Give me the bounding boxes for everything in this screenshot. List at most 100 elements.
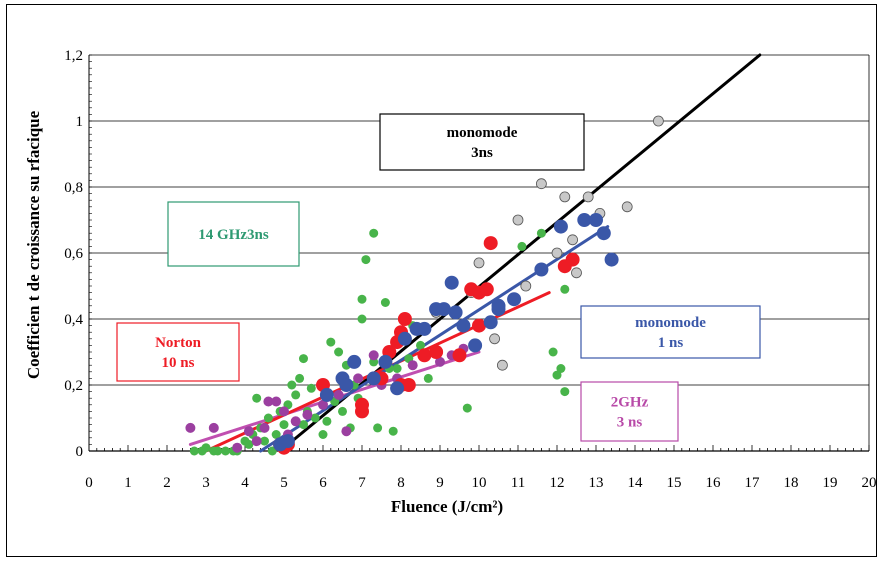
chart-frame: 0 0,2 0,4 0,6 0,8 1 1,2 0 1 2 3 4 5 6 7 8 9 10 11 12 13 14 15 1…	[6, 4, 877, 557]
x-tick-label: 14	[628, 475, 644, 491]
point-ghz14	[388, 426, 398, 436]
point-ghz2	[271, 396, 282, 407]
point-ghz14	[392, 364, 402, 373]
point-ghz14	[536, 228, 546, 238]
x-tick-label: 2	[163, 475, 171, 491]
point-ghz2	[290, 416, 301, 427]
point-mono1ns	[448, 305, 463, 320]
point-ghz2	[368, 350, 379, 361]
point-ghz2	[353, 373, 364, 384]
point-ghz2	[263, 396, 274, 407]
x-tick-label: 5	[280, 475, 288, 491]
point-mono3ns	[536, 178, 547, 190]
x-tick-label: 16	[706, 475, 722, 491]
x-axis-title: Fluence (J/cm²)	[391, 497, 503, 516]
y-tick-label: 0,4	[64, 312, 83, 328]
point-mono1ns	[378, 354, 393, 369]
y-tick-label: 1	[76, 114, 84, 130]
x-tick-label: 15	[667, 475, 682, 491]
point-ghz14	[279, 420, 289, 430]
annotation-text-mono1: 1 ns	[658, 335, 684, 351]
point-norton	[397, 312, 412, 326]
point-mono3ns	[496, 359, 508, 371]
point-ghz14	[295, 373, 305, 383]
point-norton	[483, 236, 498, 251]
point-mono1ns	[444, 275, 459, 290]
point-norton	[355, 397, 369, 412]
annotation-text-mono3: monomode	[447, 125, 518, 141]
point-norton	[401, 378, 416, 392]
point-mono3ns	[571, 267, 582, 279]
point-ghz2	[333, 389, 344, 400]
point-ghz14	[416, 340, 425, 350]
point-ghz2	[259, 422, 270, 433]
point-mono3ns	[653, 115, 664, 127]
point-ghz2	[232, 442, 243, 453]
point-ghz14	[357, 314, 367, 324]
point-ghz2	[302, 409, 313, 420]
point-ghz14	[213, 446, 223, 456]
point-ghz14	[306, 383, 316, 393]
point-mono1ns	[507, 292, 522, 307]
point-ghz14	[361, 255, 371, 265]
point-mono1ns	[596, 226, 611, 241]
point-ghz14	[287, 380, 297, 390]
x-tick-label: 19	[823, 475, 838, 491]
x-tick-label: 7	[358, 475, 366, 491]
point-mono1ns	[319, 387, 334, 402]
point-ghz14	[271, 430, 281, 439]
point-ghz14	[357, 294, 367, 304]
annotation-box-mono1	[580, 305, 761, 359]
point-ghz14	[552, 370, 562, 380]
point-mono1ns	[553, 219, 568, 234]
point-ghz14	[260, 436, 269, 446]
annotations: monomode 3ns 14 GHz3ns Norton 10 ns monomode 1…	[116, 113, 761, 442]
point-ghz14	[560, 387, 570, 397]
annotation-text-ghz2: 2GHz	[611, 395, 649, 411]
point-ghz2	[251, 436, 262, 447]
y-tick-label: 1,2	[64, 48, 83, 64]
x-tick-label: 3	[202, 475, 210, 491]
data-points	[185, 115, 664, 456]
point-norton	[429, 345, 444, 359]
point-ghz2	[407, 360, 418, 371]
point-ghz14	[291, 390, 301, 400]
point-mono1ns	[456, 318, 471, 333]
y-axis-title: Coefficien t de croissance su rfacique	[24, 110, 43, 379]
point-ghz14	[560, 284, 570, 294]
x-tick-label: 18	[784, 475, 799, 491]
point-ghz14	[369, 228, 379, 238]
point-mono1ns	[347, 354, 362, 369]
point-mono1ns	[589, 213, 603, 227]
point-ghz14	[252, 393, 262, 403]
x-tick-label: 4	[241, 475, 249, 491]
point-ghz2	[243, 426, 254, 437]
point-ghz14	[318, 430, 328, 439]
point-mono1ns	[366, 371, 381, 386]
point-norton	[452, 348, 467, 363]
point-ghz14	[263, 413, 273, 423]
point-mono3ns	[489, 333, 501, 345]
point-ghz14	[462, 403, 472, 413]
x-tick-label: 13	[589, 475, 604, 491]
point-mono3ns	[559, 191, 571, 203]
point-mono1ns	[577, 213, 592, 227]
point-ghz14	[244, 439, 254, 449]
point-ghz14	[334, 347, 344, 357]
point-ghz2	[318, 399, 328, 410]
annotation-text-mono3: 3ns	[471, 145, 493, 161]
point-norton	[565, 252, 580, 267]
point-ghz14	[310, 413, 320, 423]
point-ghz14	[326, 337, 336, 347]
annotation-text-ghz14: 14 GHz3ns	[198, 227, 269, 243]
y-tick-label: 0	[76, 444, 84, 460]
point-ghz2	[185, 422, 196, 433]
point-norton	[479, 282, 494, 297]
point-ghz2	[208, 422, 219, 433]
point-ghz14	[299, 420, 308, 430]
point-ghz2	[435, 356, 445, 367]
x-tick-label: 0	[85, 475, 93, 491]
annotation-box-norton	[116, 322, 240, 382]
point-ghz14	[221, 446, 230, 456]
annotation-box-ghz2	[580, 381, 679, 442]
